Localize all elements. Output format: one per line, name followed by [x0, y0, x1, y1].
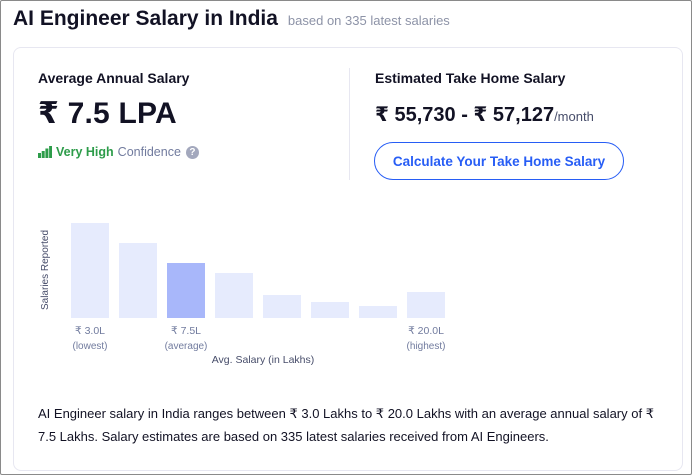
salary-summary: AI Engineer salary in India ranges betwe… — [38, 406, 654, 444]
chart-bar — [71, 223, 109, 318]
average-salary-value: ₹ 7.5 LPA — [38, 97, 177, 130]
tick-label: ₹ 7.5L — [171, 325, 201, 337]
chart-bar — [407, 292, 445, 318]
tick-note: (highest) — [407, 341, 446, 352]
chart-bar — [119, 243, 157, 318]
salary-card: Average Annual Salary ₹ 7.5 LPA Very Hig… — [13, 47, 683, 471]
chart-bar — [311, 302, 349, 318]
chart-bar — [167, 263, 205, 318]
page-title: AI Engineer Salary in India — [13, 7, 278, 30]
salary-distribution-chart: Salaries Reported ₹ 3.0L (lowest) ₹ 7.5L (av… — [38, 212, 458, 372]
tick-label: ₹ 20.0L — [408, 325, 444, 337]
header: AI Engineer Salary in India based on 335… — [13, 7, 450, 35]
signal-bars-icon — [38, 146, 52, 158]
take-home-label: Estimated Take Home Salary — [375, 70, 566, 86]
take-home-range: ₹ 55,730 - ₹ 57,127 — [375, 104, 555, 126]
chart-svg: Salaries Reported ₹ 3.0L (lowest) ₹ 7.5L (av… — [40, 223, 446, 366]
confidence-level: Very High — [56, 145, 114, 159]
confidence-indicator: Very High Confidence ? — [38, 145, 199, 159]
help-icon[interactable]: ? — [185, 145, 199, 159]
calculate-take-home-button[interactable]: Calculate Your Take Home Salary — [374, 142, 624, 180]
tick-label: ₹ 3.0L — [75, 325, 105, 337]
chart-bar — [359, 306, 397, 318]
take-home-value: ₹ 55,730 - ₹ 57,127/month — [375, 102, 594, 127]
average-salary-label: Average Annual Salary — [38, 70, 190, 86]
chart-bar — [263, 295, 301, 318]
section-divider — [349, 68, 350, 180]
y-axis-label: Salaries Reported — [40, 230, 51, 310]
chart-bar — [215, 273, 253, 318]
x-axis-label: Avg. Salary (in Lakhs) — [212, 354, 315, 366]
tick-note: (lowest) — [72, 341, 107, 352]
take-home-unit: /month — [554, 109, 594, 124]
tick-note: (average) — [165, 341, 208, 352]
confidence-word: Confidence — [117, 145, 181, 159]
page-subtitle: based on 335 latest salaries — [287, 13, 450, 28]
